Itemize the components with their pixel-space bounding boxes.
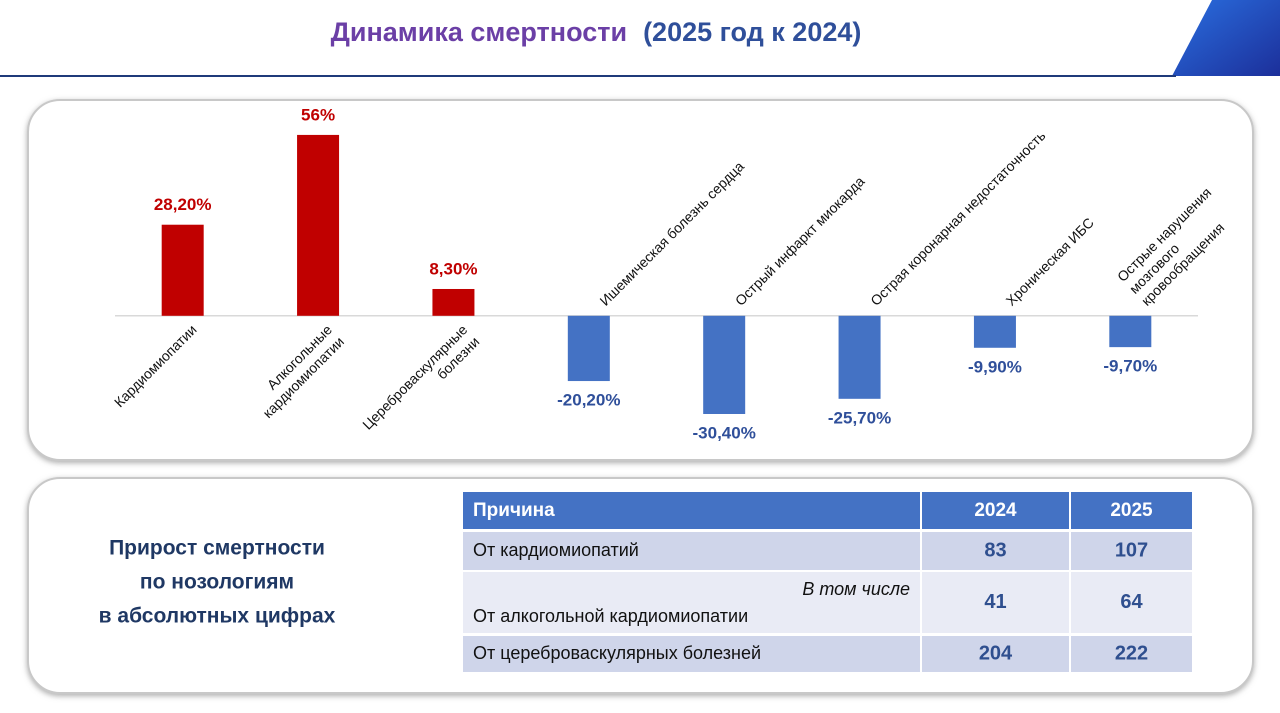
table: Причина 2024 2025 От кардиомиопатий 83 107 От … xyxy=(463,492,1192,672)
table-cell xyxy=(922,532,1069,570)
summary-line: по нозологиям xyxy=(140,571,294,594)
summary-line: Прирост смертности xyxy=(109,537,325,560)
number-cell: 83 xyxy=(984,539,1006,561)
bar xyxy=(838,315,881,399)
value-label: -20,20% xyxy=(557,391,620,410)
column-header: 2025 xyxy=(1110,500,1153,521)
cause-cell: От кардиомиопатий xyxy=(473,540,639,560)
value-label: 8,30% xyxy=(429,259,477,278)
summary-line: в абсолютных цифрах xyxy=(99,605,336,628)
bar xyxy=(432,288,475,316)
row-note: В том числе xyxy=(802,579,910,599)
header-cell xyxy=(1071,492,1192,529)
table-cell xyxy=(1071,636,1192,672)
corner-decoration xyxy=(1172,0,1280,76)
number-cell: 41 xyxy=(984,591,1006,613)
bar xyxy=(161,224,204,316)
table-cell xyxy=(463,636,920,672)
column-header: Причина xyxy=(473,500,555,521)
table-cell xyxy=(1071,572,1192,633)
table-cell xyxy=(463,572,920,633)
value-label: 28,20% xyxy=(154,195,212,214)
summary: Прирост смертности по нозологиям в абсолют… xyxy=(99,537,336,628)
header-cell xyxy=(922,492,1069,529)
value-label: -9,70% xyxy=(1103,357,1157,376)
number-cell: 107 xyxy=(1115,539,1148,561)
bar xyxy=(567,315,610,382)
table-cell xyxy=(463,532,920,570)
header-cell xyxy=(463,492,920,529)
bar xyxy=(1109,315,1152,348)
cause-cell: От алкогольной кардиомиопатии xyxy=(473,606,748,626)
title-text: Динамика смертности xyxy=(331,17,627,47)
value-label: 56% xyxy=(301,105,335,124)
value-label: -30,40% xyxy=(693,423,756,442)
number-cell: 64 xyxy=(1120,591,1143,613)
bar xyxy=(973,315,1016,348)
column-header: 2024 xyxy=(974,500,1017,521)
slide-title: Динамика смертности (2025 год к 2024) xyxy=(331,17,862,47)
cause-cell: От цереброваскулярных болезней xyxy=(473,643,761,663)
bar xyxy=(703,315,746,414)
title-period: (2025 год к 2024) xyxy=(643,17,861,47)
table-cell xyxy=(922,636,1069,672)
table-cell xyxy=(1071,532,1192,570)
bar xyxy=(297,134,340,316)
number-cell: 204 xyxy=(979,642,1013,664)
table-cell xyxy=(922,572,1069,633)
chart-panel xyxy=(27,99,1254,461)
value-label: -9,90% xyxy=(968,357,1022,376)
number-cell: 222 xyxy=(1115,642,1148,664)
value-label: -25,70% xyxy=(828,408,891,427)
